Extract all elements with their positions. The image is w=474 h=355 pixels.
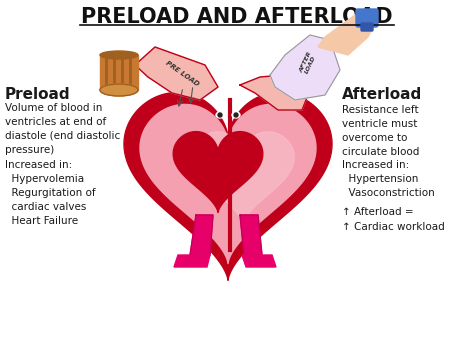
Ellipse shape <box>218 113 222 117</box>
FancyBboxPatch shape <box>356 9 378 27</box>
Text: Volume of blood in
ventricles at end of
diastole (end diastolic
pressure): Volume of blood in ventricles at end of … <box>5 103 120 155</box>
Text: Preload: Preload <box>5 87 71 102</box>
Polygon shape <box>135 47 218 100</box>
Ellipse shape <box>232 112 240 118</box>
Polygon shape <box>190 215 213 255</box>
Polygon shape <box>240 75 310 110</box>
Text: Increased in:
  Hypervolemia
  Regurgitation of
  cardiac valves
  Heart Failure: Increased in: Hypervolemia Regurgitation… <box>5 160 96 226</box>
Polygon shape <box>124 93 332 280</box>
Polygon shape <box>240 215 262 255</box>
Text: Resistance left
ventricle must
overcome to
circulate blood: Resistance left ventricle must overcome … <box>342 105 419 157</box>
Text: ↑ Afterload =
↑ Cardiac workload: ↑ Afterload = ↑ Cardiac workload <box>342 207 445 232</box>
Polygon shape <box>173 132 263 213</box>
Polygon shape <box>140 104 316 263</box>
Text: PRELOAD AND AFTERLOAD: PRELOAD AND AFTERLOAD <box>81 7 393 27</box>
Polygon shape <box>318 15 375 55</box>
Ellipse shape <box>100 84 138 96</box>
Polygon shape <box>100 55 138 90</box>
Text: Increased in:
  Hypertension
  Vasoconstriction: Increased in: Hypertension Vasoconstrict… <box>342 160 435 198</box>
Polygon shape <box>174 255 210 267</box>
Text: AFTER
LOAD: AFTER LOAD <box>298 50 318 76</box>
Polygon shape <box>192 132 294 224</box>
Polygon shape <box>270 35 340 100</box>
Text: Afterload: Afterload <box>342 87 422 102</box>
FancyBboxPatch shape <box>361 23 373 31</box>
Polygon shape <box>242 255 276 267</box>
Ellipse shape <box>216 112 224 118</box>
Ellipse shape <box>234 113 238 117</box>
Text: PRE LOAD: PRE LOAD <box>164 60 200 88</box>
Ellipse shape <box>100 51 138 59</box>
